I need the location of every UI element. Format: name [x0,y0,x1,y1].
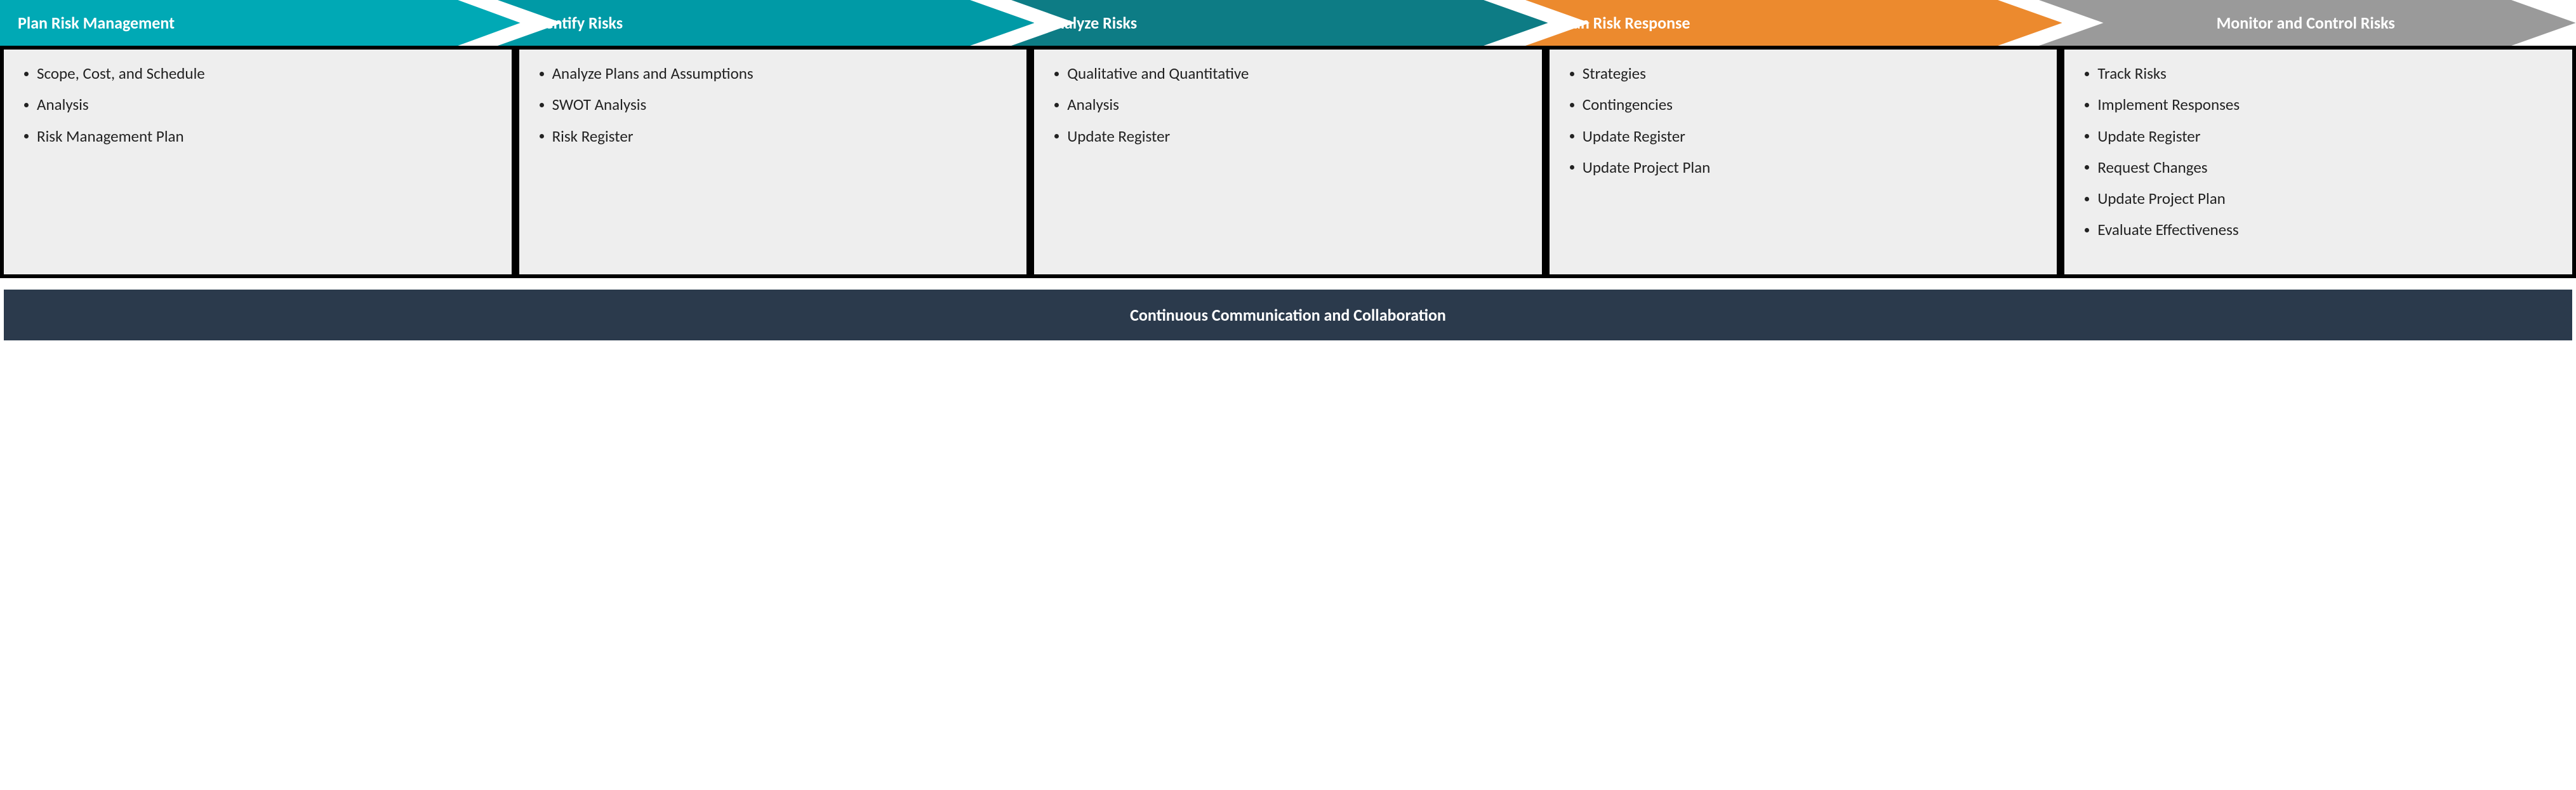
stage-item: Evaluate Effectiveness [2080,220,2557,239]
stage-item: Contingencies [1565,95,2042,114]
chevron-label: Analyze Risks [1046,14,1137,32]
stage-item: Update Register [1049,126,1527,146]
stage-item: Track Risks [2080,64,2557,83]
stage-item: Analysis [19,95,496,114]
stage-item: SWOT Analysis [534,95,1012,114]
stage-item: Update Register [2080,126,2557,146]
stage-box-4: Track Risks Implement Responses Update Reg… [2064,46,2572,274]
stage-box-1: Analyze Plans and Assumptions SWOT Analys… [519,46,1027,274]
stage-item: Risk Register [534,126,1012,146]
risk-process-diagram: Plan Risk Management Identify Risks Analyz… [0,0,2576,340]
stage-item-list: Qualitative and Quantitative Analysis Upda… [1049,64,1527,146]
chevron-label: Plan Risk Management [18,14,175,32]
stage-item: Update Register [1565,126,2042,146]
footer-bar: Continuous Communication and Collaborati… [4,290,2572,340]
stage-box-2: Qualitative and Quantitative Analysis Upda… [1034,46,1542,274]
chevron-stage-4: Monitor and Control Risks [2039,0,2576,46]
stage-item: Risk Management Plan [19,126,496,146]
chevron-stage-0: Plan Risk Management [0,0,521,46]
chevron-stage-3: Plan Risk Response [1525,0,2062,46]
chevron-stage-1: Identify Risks [498,0,1035,46]
chevron-row: Plan Risk Management Identify Risks Analyz… [0,0,2576,46]
stage-item: Implement Responses [2080,95,2557,114]
stage-item: Scope, Cost, and Schedule [19,64,496,83]
stage-item-list: Track Risks Implement Responses Update Reg… [2080,64,2557,240]
stage-item: Update Project Plan [1565,157,2042,177]
content-row: Scope, Cost, and Schedule Analysis Risk Ma… [0,46,2576,278]
stage-item: Analysis [1049,95,1527,114]
stage-item: Request Changes [2080,157,2557,177]
stage-box-3: Strategies Contingencies Update Register Up… [1550,46,2057,274]
chevron-label: Monitor and Control Risks [2073,14,2551,32]
chevron-label: Identify Risks [532,14,623,32]
stage-item: Analyze Plans and Assumptions [534,64,1012,83]
stage-item: Strategies [1565,64,2042,83]
stage-item-list: Analyze Plans and Assumptions SWOT Analys… [534,64,1012,146]
stage-box-0: Scope, Cost, and Schedule Analysis Risk Ma… [4,46,512,274]
chevron-stage-2: Analyze Risks [1011,0,1548,46]
chevron-label: Plan Risk Response [1560,14,1690,32]
stage-item-list: Scope, Cost, and Schedule Analysis Risk Ma… [19,64,496,146]
stage-item: Update Project Plan [2080,189,2557,208]
stage-item-list: Strategies Contingencies Update Register Up… [1565,64,2042,177]
stage-item: Qualitative and Quantitative [1049,64,1527,83]
